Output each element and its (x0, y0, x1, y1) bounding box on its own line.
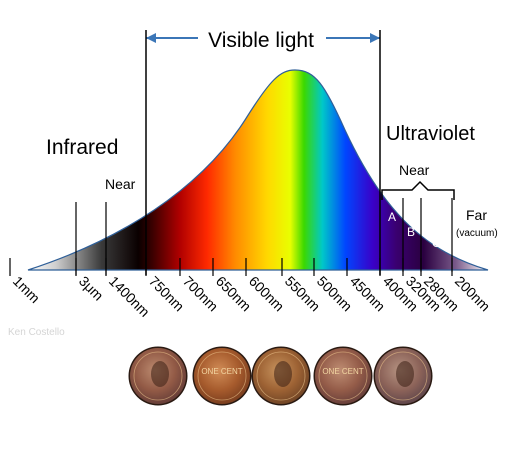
visible-light-label: Visible light (208, 29, 314, 52)
spectrum-curve (27, 69, 489, 271)
uv-near-brace (381, 180, 455, 200)
penny-coin: ONE CENT (192, 346, 252, 406)
watermark: Ken Costello (8, 327, 65, 338)
arrow-head-left (146, 33, 156, 43)
tick-label: 3μm (76, 273, 107, 304)
infrared-near-label: Near (105, 176, 136, 192)
uv-band-a: A (388, 210, 396, 224)
coin-legend: ONE CENT (322, 367, 363, 376)
wavelength-tick-labels: 1mm 3μm 1400nm750nm700nm650nm600nm550nm500… (10, 273, 494, 320)
coin-portrait (274, 361, 292, 387)
tick-label: 200nm (452, 273, 494, 315)
ultraviolet-label: Ultraviolet (386, 123, 475, 145)
visible-light-arrow (146, 33, 380, 43)
penny-coin (251, 346, 311, 406)
coin-legend: ONE CENT (201, 367, 242, 376)
tick-label: 500nm (314, 273, 356, 315)
coins-row: ONE CENT ONE CENT (128, 346, 433, 406)
penny-coin: ONE CENT (313, 346, 373, 406)
tick-label: 1400nm (106, 273, 153, 320)
uv-far-label: Far (466, 207, 487, 223)
uv-band-b: B (407, 225, 415, 239)
tick-label: 600nm (246, 273, 288, 315)
tick-label: 650nm (213, 273, 255, 315)
infrared-label: Infrared (46, 136, 118, 159)
penny-coin (373, 346, 433, 406)
coin-portrait (151, 361, 169, 387)
uv-far-note: (vacuum) (456, 228, 498, 239)
arrow-head-right (370, 33, 380, 43)
wavelength-ticks (9, 258, 453, 276)
coin-portrait (396, 361, 414, 387)
tick-label: 700nm (180, 273, 222, 315)
tick-label: 550nm (282, 273, 324, 315)
tick-label: 1mm (10, 273, 43, 306)
uv-band-c: C (432, 236, 441, 250)
penny-coin (128, 346, 188, 406)
uv-near-label: Near (399, 162, 430, 178)
tick-label: 450nm (347, 273, 389, 315)
